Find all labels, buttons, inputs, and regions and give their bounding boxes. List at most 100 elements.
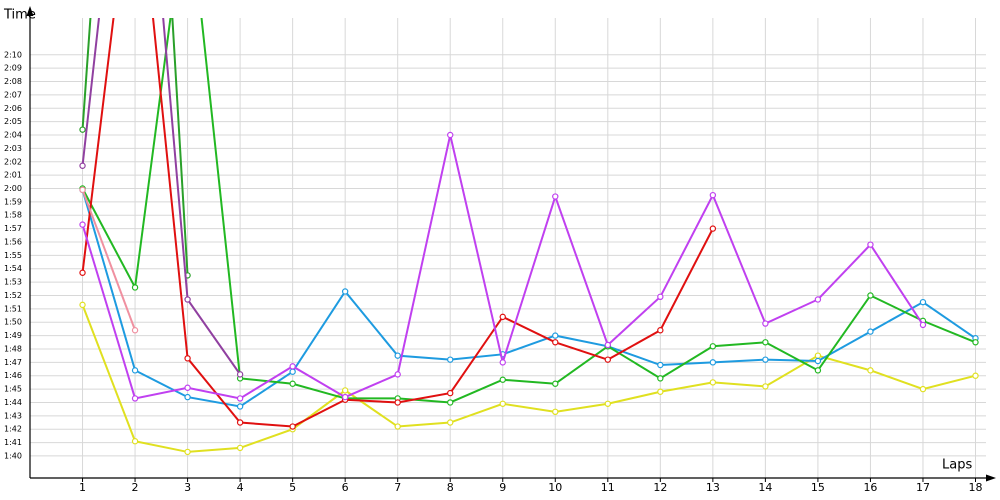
data-point — [79, 186, 86, 194]
y-tick-label: 2:01 — [4, 171, 22, 180]
data-point — [552, 339, 559, 346]
series-line — [81, 189, 136, 331]
y-tick-label: 1:43 — [4, 411, 22, 420]
data-point — [867, 241, 874, 248]
x-tick-label: 14 — [758, 481, 772, 494]
data-point — [131, 367, 139, 374]
data-point — [709, 343, 717, 350]
data-point — [184, 296, 191, 303]
y-tick-label: 1:55 — [4, 251, 22, 260]
data-point — [131, 395, 139, 402]
data-point — [499, 376, 506, 383]
y-tick-label: 2:09 — [4, 64, 22, 73]
data-point — [184, 448, 191, 456]
x-tick-label: 4 — [237, 481, 244, 494]
data-point — [236, 419, 244, 426]
x-tick-label: 3 — [184, 481, 191, 494]
data-point — [499, 359, 506, 366]
y-tick-label: 2:05 — [4, 117, 22, 126]
series-line — [81, 189, 977, 408]
x-arrow — [986, 474, 996, 482]
data-point — [447, 399, 454, 406]
plot-area — [79, 18, 979, 456]
data-point — [289, 368, 296, 375]
y-axis-label: Time — [3, 8, 36, 23]
data-point — [762, 383, 769, 390]
y-tick-label: 2:10 — [4, 50, 22, 59]
x-tick-label: 2 — [132, 481, 139, 494]
y-tick-label: 1:47 — [4, 358, 22, 367]
data-point — [341, 393, 349, 401]
y-tick-label: 2:08 — [4, 77, 22, 86]
data-point — [657, 293, 664, 301]
y-tick-label: 1:52 — [4, 291, 22, 300]
data-point — [394, 352, 401, 359]
x-tick-label: 6 — [342, 481, 349, 494]
x-tick-label: 16 — [863, 481, 877, 494]
data-point — [919, 298, 927, 306]
y-tick-label: 1:46 — [4, 371, 22, 380]
x-tick-label: 13 — [706, 481, 720, 494]
x-tick-label: 8 — [447, 481, 454, 494]
data-point — [657, 361, 664, 369]
data-point — [604, 356, 612, 363]
data-point — [709, 225, 717, 232]
data-point — [394, 371, 401, 378]
data-point — [289, 380, 296, 387]
data-point — [867, 328, 874, 335]
data-point — [447, 131, 454, 139]
y-tick-label: 1:44 — [4, 398, 22, 407]
data-point — [604, 341, 612, 349]
y-arrow — [26, 6, 34, 16]
data-point — [867, 367, 874, 374]
data-point — [709, 191, 717, 199]
series-line — [81, 18, 976, 404]
data-point — [499, 400, 506, 407]
x-tick-label: 5 — [289, 481, 296, 494]
data-point — [814, 352, 822, 359]
y-tick-label: 1:58 — [4, 211, 22, 220]
x-tick-label: 9 — [499, 481, 506, 494]
data-point — [972, 339, 979, 346]
data-point — [131, 438, 139, 445]
y-tick-label: 2:04 — [4, 131, 22, 140]
series-line — [81, 18, 241, 375]
x-tick-label: 18 — [968, 481, 982, 494]
data-point — [919, 385, 927, 393]
data-point — [394, 399, 401, 406]
x-tick-label: 12 — [653, 481, 667, 494]
data-point — [447, 419, 454, 426]
data-point — [919, 321, 927, 329]
y-tick-label: 1:53 — [4, 278, 22, 287]
y-tick-label: 1:48 — [4, 344, 22, 353]
data-point — [79, 221, 86, 228]
data-point — [814, 296, 822, 303]
y-tick-label: 1:42 — [4, 425, 22, 434]
data-point — [447, 356, 454, 363]
data-point — [341, 387, 349, 394]
data-point — [867, 292, 874, 299]
data-point — [552, 408, 559, 416]
y-tick-label: 2:06 — [4, 104, 22, 113]
x-tick-label: 17 — [916, 481, 930, 494]
data-point — [552, 332, 559, 339]
data-point — [289, 423, 296, 430]
x-axis-label: Laps — [942, 458, 972, 473]
y-tick-label: 1:49 — [4, 331, 22, 340]
y-tick-label: 1:56 — [4, 237, 22, 246]
data-point — [131, 327, 139, 334]
data-point — [499, 313, 506, 321]
y-tick-label: 1:54 — [4, 264, 22, 273]
data-point — [762, 320, 769, 327]
data-point — [552, 380, 559, 387]
data-point — [814, 357, 822, 365]
y-tick-label: 2:03 — [4, 144, 22, 153]
data-point — [79, 269, 86, 276]
data-point — [762, 356, 769, 363]
data-point — [79, 162, 86, 169]
y-tick-label: 2:00 — [4, 184, 22, 193]
data-point — [341, 288, 349, 295]
data-point — [657, 388, 664, 395]
